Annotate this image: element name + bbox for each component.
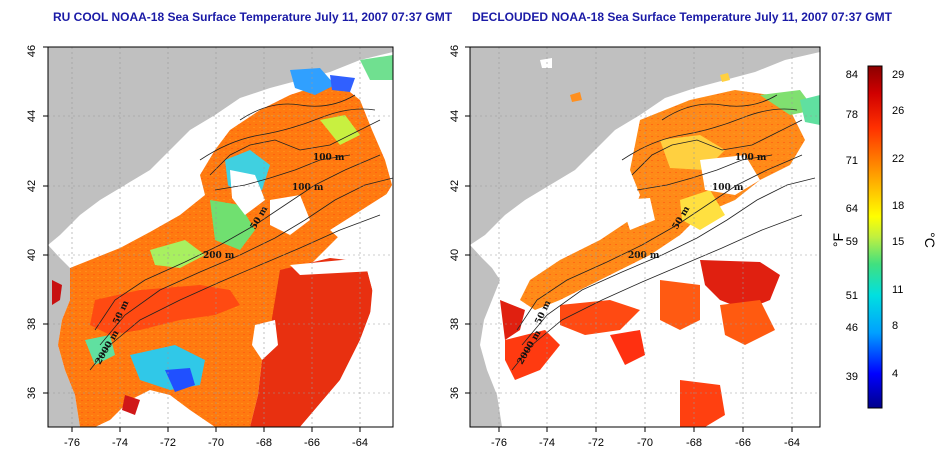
colorbar-celsius-label: °C [922, 232, 938, 248]
left-x-tick: -74 [112, 437, 128, 449]
right-y-tick: 44 [449, 110, 461, 122]
right-land-south [470, 245, 502, 427]
colorbar-f-tick: 46 [846, 322, 858, 334]
right-map: 100 m 100 m 50 m 200 m 50 m 2000 m [449, 45, 821, 449]
left-y-tick: 42 [26, 180, 38, 192]
right-bathymetry-contours [511, 94, 816, 371]
left-contour-label: 100 m [313, 153, 345, 163]
left-x-tick: -64 [352, 437, 368, 449]
right-land-north [470, 47, 820, 245]
right-x-tick: -66 [735, 437, 751, 449]
colorbar-f-tick: 39 [846, 371, 858, 383]
left-x-tick: -70 [208, 437, 224, 449]
colorbar-c-tick: 29 [892, 69, 904, 81]
right-contour-label: 100 m [712, 183, 744, 193]
left-y-tick: 36 [26, 387, 38, 399]
colorbar-f-tick: 64 [846, 203, 858, 215]
left-x-tick: -68 [256, 437, 272, 449]
colorbar-c-tick: 15 [892, 236, 904, 248]
right-x-tick: -64 [784, 437, 800, 449]
left-y-tick: 40 [26, 249, 38, 261]
right-contour-label: 200 m [628, 251, 660, 261]
right-grid [470, 47, 820, 427]
left-map-frame [47, 46, 394, 428]
right-map-title: DECLOUDED NOAA-18 Sea Surface Temperatur… [472, 10, 892, 24]
colorbar-f-tick: 51 [846, 290, 858, 302]
left-map: 100 m 100 m 50 m 200 m 50 m 2000 m [26, 45, 394, 449]
left-cloud [230, 170, 265, 215]
right-x-tick: -72 [588, 437, 604, 449]
left-y-tick: 38 [26, 318, 38, 330]
colorbar-c-tick: 8 [892, 320, 898, 332]
right-x-tick: -68 [686, 437, 702, 449]
left-contour-label: 200 m [203, 251, 235, 261]
colorbar-fahrenheit-label: °F [830, 233, 846, 247]
colorbar-f-tick: 78 [846, 109, 858, 121]
right-x-tick: -74 [539, 437, 555, 449]
right-y-tick: 38 [449, 318, 461, 330]
right-x-tick: -76 [491, 437, 507, 449]
colorbar: 84 78 71 64 59 51 46 39 29 26 22 18 15 1… [830, 65, 938, 409]
colorbar-c-tick: 26 [892, 105, 904, 117]
right-y-tick: 46 [449, 45, 461, 57]
colorbar-c-tick: 11 [892, 284, 903, 296]
left-x-tick: -76 [64, 437, 80, 449]
left-land-north [48, 47, 393, 245]
left-x-tick: -72 [160, 437, 176, 449]
colorbar-f-tick: 59 [846, 236, 858, 248]
right-x-tick: -70 [637, 437, 653, 449]
left-sst-warm [250, 258, 375, 427]
colorbar-c-tick: 18 [892, 200, 904, 212]
colorbar-c-tick: 22 [892, 153, 904, 165]
left-contour-label: 100 m [292, 183, 324, 193]
left-y-tick: 44 [26, 110, 38, 122]
colorbar-c-tick: 4 [892, 368, 898, 380]
left-grid [48, 47, 393, 427]
colorbar-f-tick: 71 [846, 155, 858, 167]
right-contour-label: 100 m [735, 153, 767, 163]
colorbar-f-tick: 84 [846, 69, 858, 81]
left-map-title: RU COOL NOAA-18 Sea Surface Temperature … [53, 10, 453, 24]
colorbar-gradient [867, 65, 883, 409]
right-sst-warm [700, 260, 780, 310]
left-y-tick: 46 [26, 45, 38, 57]
left-x-tick: -66 [304, 437, 320, 449]
right-y-tick: 36 [449, 387, 461, 399]
right-cloud [700, 155, 760, 195]
right-y-tick: 40 [449, 249, 461, 261]
right-y-tick: 42 [449, 180, 461, 192]
